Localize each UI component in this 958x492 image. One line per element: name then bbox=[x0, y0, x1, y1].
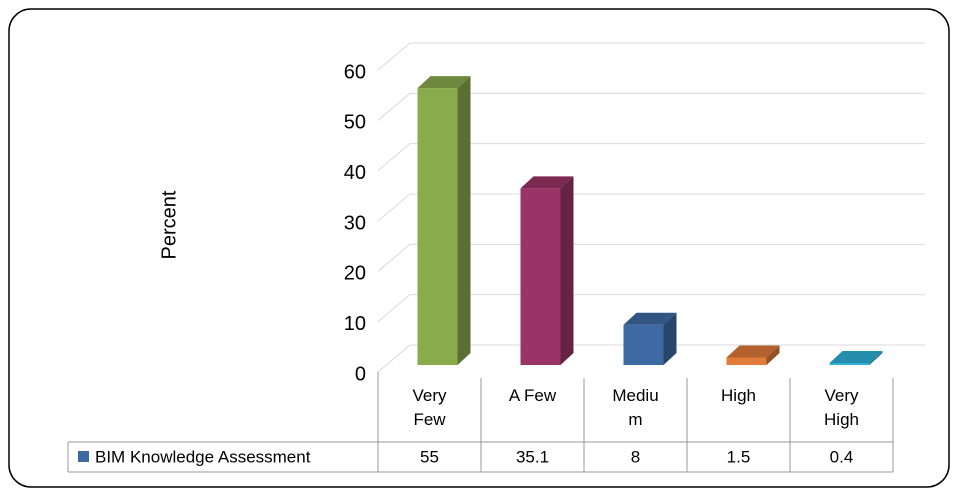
grid-line bbox=[377, 344, 925, 373]
x-tick-label: Very High bbox=[824, 386, 859, 429]
y-tick-label: 60 bbox=[344, 61, 366, 83]
y-tick-label: 40 bbox=[344, 162, 366, 184]
grid-line bbox=[377, 294, 925, 323]
y-tick-label: 30 bbox=[344, 212, 366, 234]
y-tick-label: 20 bbox=[344, 263, 366, 285]
bar bbox=[726, 345, 780, 365]
bar-top bbox=[623, 312, 677, 325]
bar-top bbox=[726, 345, 780, 358]
grid-line bbox=[377, 193, 925, 222]
bar-side bbox=[457, 76, 471, 366]
y-tick-label: 0 bbox=[355, 363, 366, 385]
y-tick-label: 50 bbox=[344, 112, 366, 134]
table-value: 8 bbox=[631, 447, 640, 466]
bar-side bbox=[869, 350, 883, 365]
bar-front bbox=[623, 324, 664, 365]
bar bbox=[623, 312, 677, 365]
table-value: 1.5 bbox=[727, 447, 751, 466]
bar-side bbox=[560, 176, 574, 365]
bar bbox=[520, 176, 574, 365]
y-axis-label: Percent bbox=[158, 190, 180, 259]
bar-top bbox=[520, 176, 574, 189]
bar-front bbox=[726, 357, 767, 365]
chart-frame bbox=[8, 8, 950, 488]
bar-side bbox=[663, 312, 677, 365]
x-tick-label: Medium bbox=[612, 386, 659, 429]
table-value: 35.1 bbox=[516, 447, 549, 466]
bar-top bbox=[417, 76, 471, 89]
x-tick-label: Very Few bbox=[412, 386, 447, 429]
grid-line bbox=[377, 92, 925, 121]
legend-key bbox=[78, 451, 89, 462]
bar bbox=[417, 76, 471, 366]
bar bbox=[829, 350, 883, 365]
bar-top bbox=[829, 350, 883, 363]
bar-front bbox=[829, 362, 870, 365]
bar-front bbox=[417, 88, 458, 366]
y-tick-label: 10 bbox=[344, 313, 366, 335]
x-tick-label: High bbox=[721, 386, 756, 405]
bar-side bbox=[766, 345, 780, 365]
table-value: 0.4 bbox=[830, 447, 854, 466]
grid-line bbox=[377, 243, 925, 272]
bar-front bbox=[520, 188, 561, 365]
table-value: 55 bbox=[420, 447, 439, 466]
legend-label: BIM Knowledge Assessment bbox=[95, 447, 311, 466]
grid-line bbox=[377, 143, 925, 172]
x-tick-label: A Few bbox=[508, 386, 557, 405]
grid-line bbox=[377, 42, 925, 71]
